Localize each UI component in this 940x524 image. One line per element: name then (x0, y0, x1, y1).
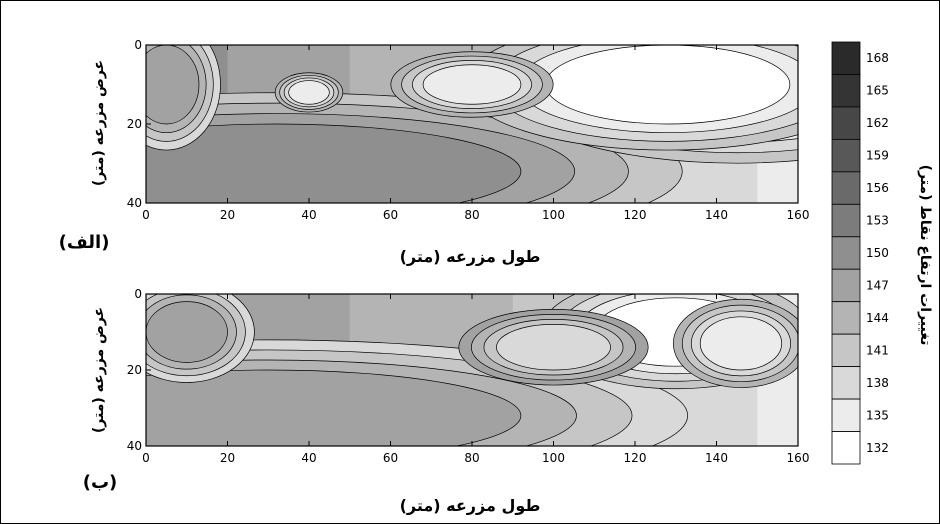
x-tick-label: 80 (464, 451, 479, 465)
contour-line (496, 324, 611, 371)
contour-fill-top (146, 45, 798, 203)
axes-bottom: 0 20 40 60 80 100 120 140 160 0 20 40 (127, 287, 810, 465)
x-tick-label: 0 (142, 208, 150, 222)
colorbar-tick-label: 132 (866, 441, 889, 455)
colorbar-tick-label: 153 (866, 214, 889, 228)
colorbar-swatches (831, 41, 861, 465)
contour-line (422, 64, 522, 105)
colorbar-tick-label: 135 (866, 408, 889, 422)
x-tick-label: 60 (383, 208, 398, 222)
colorbar-swatch (831, 301, 861, 335)
colorbar-swatch (831, 106, 861, 140)
y-tick-label: 40 (127, 196, 142, 210)
x-tick-label: 100 (542, 451, 565, 465)
contour-line (146, 301, 228, 363)
contour-panel-top: 0 20 40 60 80 100 120 140 160 0 20 40 عرض مزرعه (مت… (59, 38, 810, 266)
x-tick-label: 80 (464, 208, 479, 222)
x-axis-label-top: طول مزرعه (متر) (400, 247, 541, 266)
x-tick-label: 140 (705, 451, 728, 465)
contour-line (699, 316, 783, 371)
x-tick-label: 60 (383, 451, 398, 465)
contour-line (146, 369, 522, 446)
colorbar-tick-label: 144 (866, 311, 889, 325)
colorbar-tick-label: 147 (866, 278, 889, 292)
colorbar-tick-label: 162 (866, 116, 889, 130)
colorbar-swatch (831, 366, 861, 400)
x-axis-label-bottom: طول مزرعه (متر) (400, 496, 541, 515)
contour-fill-bottom (146, 294, 798, 446)
x-tick-label: 0 (142, 451, 150, 465)
x-tick-label: 40 (301, 208, 316, 222)
colorbar-swatch (831, 138, 861, 173)
y-tick-label: 20 (127, 363, 142, 377)
y-tick-label: 0 (134, 287, 142, 301)
colorbar-tick-label: 159 (866, 149, 889, 163)
y-axis-label-bottom: عرض مزرعه (متر) (91, 307, 107, 433)
contour-panel-bottom: 0 20 40 60 80 100 120 140 160 0 20 40 عرض مزرعه (مت… (83, 287, 810, 515)
x-tick-label: 160 (787, 451, 810, 465)
colorbar-swatch (831, 431, 861, 465)
y-tick-label: 40 (127, 439, 142, 453)
colorbar-swatch (831, 41, 861, 75)
colorbar-tick-label: 141 (866, 343, 889, 357)
x-tick-label: 20 (220, 451, 235, 465)
x-tick-label: 140 (705, 208, 728, 222)
y-tick-label: 20 (127, 117, 142, 131)
colorbar-swatch (831, 236, 861, 270)
colorbar-swatch (831, 333, 861, 368)
colorbar-swatch (831, 268, 861, 303)
colorbar-tick-label: 150 (866, 246, 889, 260)
x-tick-label: 100 (542, 208, 565, 222)
y-tick-label: 0 (134, 38, 142, 52)
x-tick-label: 20 (220, 208, 235, 222)
colorbar-tick-label: 138 (866, 376, 889, 390)
colorbar-swatch (831, 203, 861, 238)
colorbar: 168165162159156153150147144141138135132 … (831, 41, 933, 465)
contour-line (146, 123, 522, 203)
colorbar-tick-label: 165 (866, 84, 889, 98)
colorbar-tick-label: 156 (866, 181, 889, 195)
colorbar-label: تغییرات ارتفاع نقاط (متر) (917, 165, 933, 346)
x-tick-label: 40 (301, 451, 316, 465)
colorbar-ticks: 168 165 162 159 156 153 150 147 144 141 138 135 132 (866, 51, 889, 455)
colorbar-swatch (831, 398, 861, 432)
colorbar-tick-label: 168 (866, 51, 889, 65)
x-tick-label: 160 (787, 208, 810, 222)
colorbar-swatch (831, 74, 861, 108)
axes-top: 0 20 40 60 80 100 120 140 160 0 20 40 (127, 38, 810, 222)
y-axis-label-top: عرض مزرعه (متر) (91, 60, 107, 186)
x-tick-label: 120 (624, 208, 647, 222)
panel-tag-bottom: (ب) (83, 472, 118, 493)
contour-line (288, 80, 330, 105)
panel-tag-top: (الف) (59, 232, 110, 253)
colorbar-swatch (831, 171, 861, 205)
x-tick-label: 120 (624, 451, 647, 465)
contour-line (545, 45, 791, 125)
contour-line (146, 45, 200, 125)
